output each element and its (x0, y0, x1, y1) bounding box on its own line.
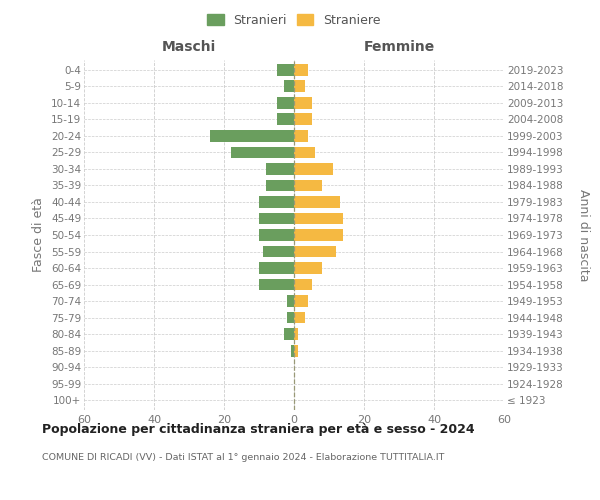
Y-axis label: Anni di nascita: Anni di nascita (577, 188, 590, 281)
Bar (259, 212, 294, 224)
Bar (266, 180, 294, 192)
Bar (290, 344, 294, 356)
Bar (294, 262, 322, 274)
Bar (263, 246, 294, 258)
Bar (259, 196, 294, 208)
Bar (294, 278, 311, 290)
Bar (287, 312, 294, 324)
Bar (294, 163, 332, 175)
Bar (277, 97, 294, 109)
Bar (284, 80, 294, 92)
Bar (284, 328, 294, 340)
Text: Maschi: Maschi (162, 40, 216, 54)
Bar (294, 312, 305, 324)
Text: Popolazione per cittadinanza straniera per età e sesso - 2024: Popolazione per cittadinanza straniera p… (42, 422, 475, 436)
Bar (294, 196, 340, 208)
Bar (259, 229, 294, 241)
Y-axis label: Fasce di età: Fasce di età (32, 198, 46, 272)
Bar (294, 180, 322, 192)
Bar (294, 114, 311, 126)
Bar (294, 344, 298, 356)
Bar (277, 64, 294, 76)
Bar (294, 80, 305, 92)
Bar (277, 114, 294, 126)
Bar (259, 278, 294, 290)
Bar (294, 328, 298, 340)
Bar (294, 212, 343, 224)
Bar (294, 229, 343, 241)
Bar (294, 295, 308, 307)
Bar (210, 130, 294, 142)
Bar (294, 146, 315, 158)
Text: Femmine: Femmine (364, 40, 434, 54)
Bar (231, 146, 294, 158)
Bar (294, 130, 308, 142)
Legend: Stranieri, Straniere: Stranieri, Straniere (203, 10, 385, 31)
Bar (287, 295, 294, 307)
Bar (259, 262, 294, 274)
Bar (266, 163, 294, 175)
Bar (294, 97, 311, 109)
Bar (294, 64, 308, 76)
Text: COMUNE DI RICADI (VV) - Dati ISTAT al 1° gennaio 2024 - Elaborazione TUTTITALIA.: COMUNE DI RICADI (VV) - Dati ISTAT al 1°… (42, 452, 445, 462)
Bar (294, 246, 336, 258)
